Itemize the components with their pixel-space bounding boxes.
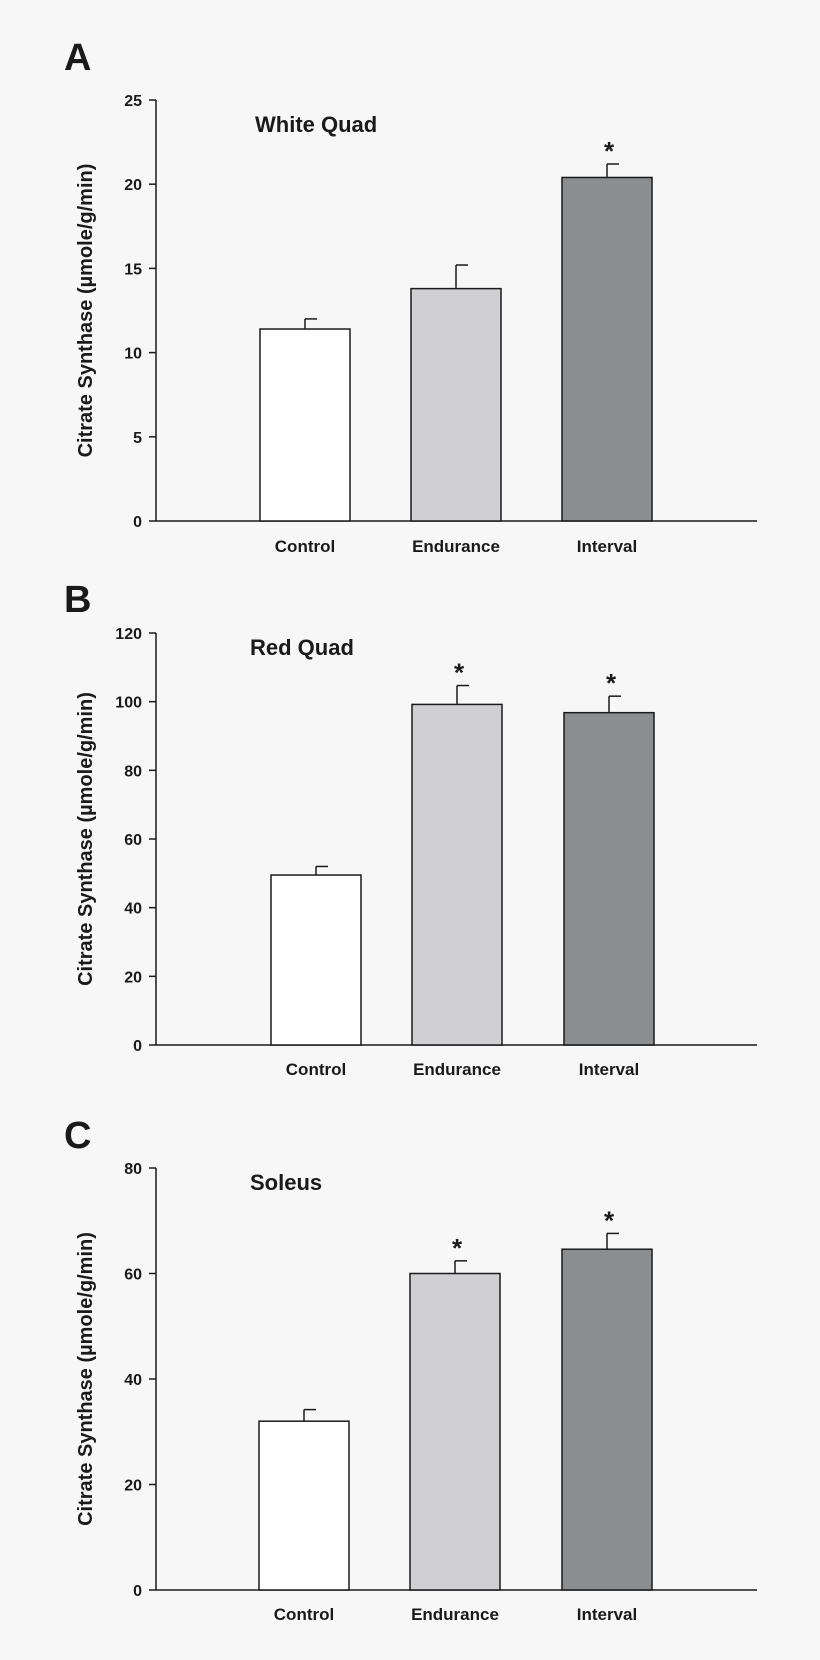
y-tick-label: 25: [124, 93, 142, 110]
bar-interval: [561, 1248, 653, 1591]
y-axis-label: Citrate Synthase (µmole/g/min): [75, 1232, 97, 1526]
y-tick-label: 20: [124, 969, 142, 986]
y-tick-label: 15: [124, 261, 142, 278]
y-tick-label: 60: [124, 832, 142, 849]
category-label: Endurance: [412, 537, 500, 556]
panel-title: White Quad: [255, 112, 377, 137]
bar-interval: [561, 176, 653, 522]
panel-a: A White Quad Citrate Synthase (µmole/g/min…: [64, 37, 757, 556]
significance-marker: *: [606, 668, 617, 698]
panel-letter: A: [64, 37, 91, 79]
category-label: Control: [274, 1605, 334, 1624]
panel-c: C Soleus Citrate Synthase (µmole/g/min) 0 20…: [64, 1115, 757, 1624]
bar-control: [258, 1420, 350, 1591]
y-tick-label: 40: [124, 901, 142, 918]
panel-title: Soleus: [250, 1170, 322, 1195]
y-axis-label: Citrate Synthase (µmole/g/min): [75, 692, 97, 986]
category-label: Endurance: [411, 1605, 499, 1624]
significance-marker: *: [604, 136, 615, 166]
significance-marker: *: [604, 1205, 615, 1235]
bar-interval: [563, 711, 655, 1046]
category-label: Control: [286, 1060, 346, 1079]
y-tick-label: 0: [133, 514, 142, 531]
category-label: Endurance: [413, 1060, 501, 1079]
category-label: Control: [275, 537, 335, 556]
y-axis-label: Citrate Synthase (µmole/g/min): [75, 164, 97, 458]
category-label: Interval: [579, 1060, 639, 1079]
y-tick-label: 10: [124, 346, 142, 363]
bar-control: [270, 874, 362, 1046]
y-tick-label: 120: [115, 626, 142, 643]
significance-marker: *: [454, 658, 465, 688]
bar-endurance: [409, 1272, 501, 1591]
y-tick-label: 0: [133, 1038, 142, 1055]
significance-marker: *: [452, 1233, 463, 1263]
panel-letter: B: [64, 579, 91, 621]
y-tick-label: 80: [124, 1161, 142, 1178]
panel-b: B Red Quad Citrate Synthase (µmole/g/min) 0…: [64, 579, 757, 1079]
y-tick-label: 80: [124, 763, 142, 780]
bar-control: [259, 328, 351, 522]
y-tick-label: 20: [124, 177, 142, 194]
y-tick-label: 20: [124, 1478, 142, 1495]
y-tick-label: 40: [124, 1372, 142, 1389]
category-label: Interval: [577, 1605, 637, 1624]
panel-letter: C: [64, 1115, 91, 1157]
y-tick-label: 60: [124, 1267, 142, 1284]
bar-endurance: [411, 703, 503, 1046]
category-label: Interval: [577, 537, 637, 556]
panel-title: Red Quad: [250, 635, 354, 660]
y-tick-label: 100: [115, 695, 142, 712]
bar-endurance: [410, 287, 502, 522]
y-tick-label: 0: [133, 1583, 142, 1600]
y-tick-label: 5: [133, 430, 142, 447]
